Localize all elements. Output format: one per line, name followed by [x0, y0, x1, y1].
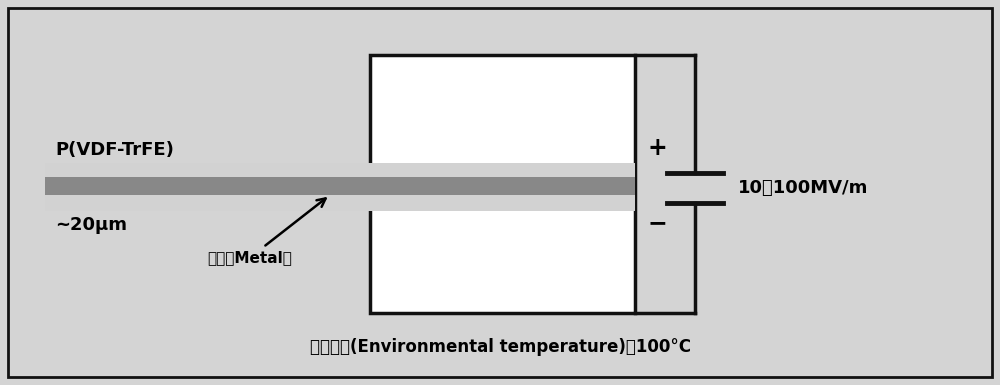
- Text: +: +: [647, 136, 667, 160]
- Text: 金属（Metal）: 金属（Metal）: [208, 198, 326, 265]
- Text: ~20μm: ~20μm: [55, 216, 127, 234]
- Bar: [45, 195, 635, 211]
- Text: −: −: [647, 211, 667, 235]
- Bar: [45, 177, 635, 195]
- Text: 环境温度(Environmental temperature)～100°C: 环境温度(Environmental temperature)～100°C: [310, 338, 690, 356]
- Bar: [45, 163, 635, 177]
- Bar: [370, 55, 635, 313]
- Text: 10～100MV/m: 10～100MV/m: [738, 179, 868, 197]
- Text: P(VDF-TrFE): P(VDF-TrFE): [55, 141, 174, 159]
